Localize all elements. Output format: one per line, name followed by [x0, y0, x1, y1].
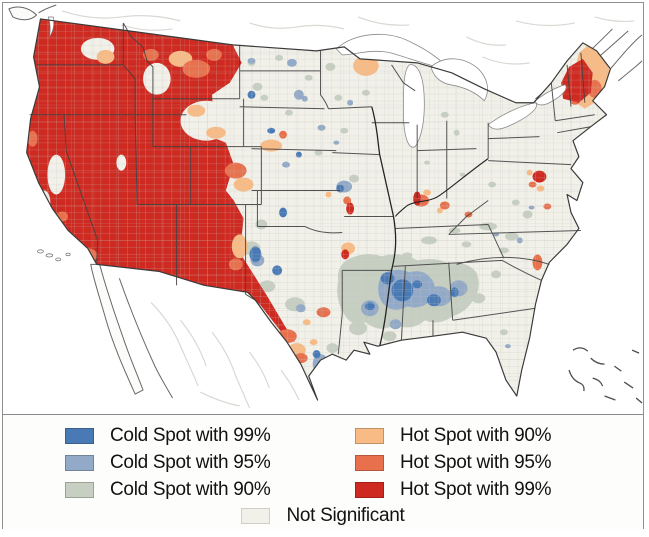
- legend-item-cold-99: Cold Spot with 99%: [65, 422, 271, 449]
- cold-95-swatch: [65, 454, 94, 471]
- us-outline: [26, 18, 612, 401]
- mexico-terrain: [150, 301, 300, 409]
- state-borders: [29, 22, 595, 355]
- legend-item-hot-90: Hot Spot with 90%: [355, 422, 552, 449]
- channel-islands: [37, 249, 71, 262]
- not-significant-swatch: [241, 508, 271, 524]
- legend: Cold Spot with 99% Cold Spot with 95% Co…: [3, 414, 643, 529]
- legend-hot-column: Hot Spot with 90% Hot Spot with 95% Hot …: [355, 422, 552, 503]
- hot-95-label: Hot Spot with 95%: [400, 451, 552, 473]
- figure-frame: Cold Spot with 99% Cold Spot with 95% Co…: [2, 2, 644, 529]
- not-significant-label: Not Significant: [286, 505, 405, 526]
- mexico-coastlines: [90, 263, 174, 399]
- legend-item-cold-90: Cold Spot with 90%: [65, 476, 271, 503]
- cold-90-swatch: [65, 481, 94, 498]
- legend-item-cold-95: Cold Spot with 95%: [65, 449, 271, 476]
- hot-90-label: Hot Spot with 90%: [400, 424, 552, 446]
- hot-95-swatch: [355, 454, 384, 471]
- cold-90-label: Cold Spot with 90%: [110, 478, 271, 500]
- hot-99-swatch: [355, 481, 384, 498]
- legend-cold-column: Cold Spot with 99% Cold Spot with 95% Co…: [65, 422, 271, 503]
- us-hotspot-map: [8, 4, 643, 409]
- map-area: [3, 3, 643, 414]
- legend-item-hot-95: Hot Spot with 95%: [355, 449, 552, 476]
- bahamas-islands: [568, 347, 643, 404]
- river-lines: [371, 106, 489, 347]
- hot-99-label: Hot Spot with 99%: [400, 478, 552, 500]
- legend-item-hot-99: Hot Spot with 99%: [355, 476, 552, 503]
- great-lakes: [47, 16, 567, 148]
- cold-95-label: Cold Spot with 95%: [110, 451, 271, 473]
- cold-99-label: Cold Spot with 99%: [110, 424, 271, 446]
- cold-99-swatch: [65, 427, 94, 444]
- hot-90-swatch: [355, 427, 384, 444]
- legend-item-not-significant: Not Significant: [3, 503, 643, 529]
